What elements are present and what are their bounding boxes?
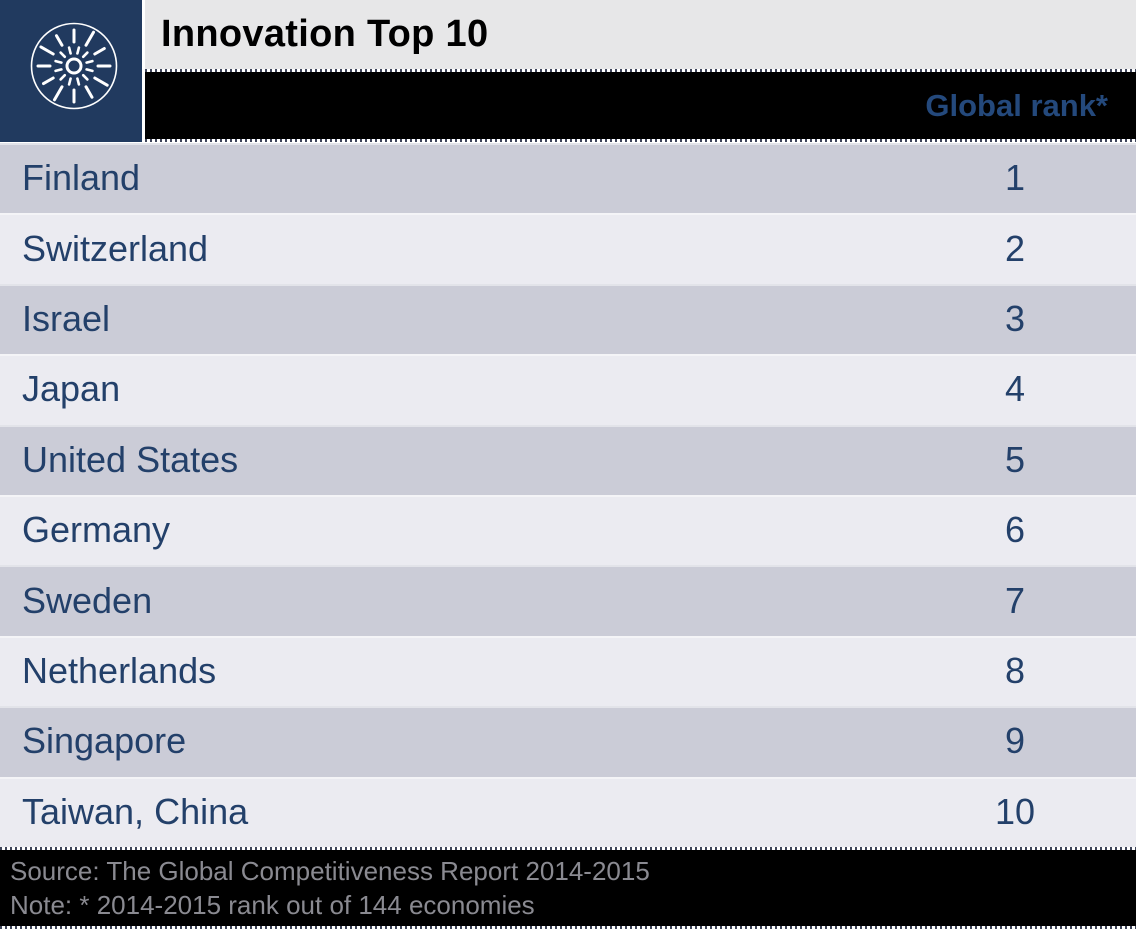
rank-value: 1 bbox=[1004, 157, 1026, 199]
country-label: Switzerland bbox=[22, 227, 209, 269]
table-row: Israel 3 bbox=[0, 283, 1136, 355]
rank-value: 10 bbox=[994, 790, 1036, 832]
rank-value: 8 bbox=[1004, 649, 1026, 691]
title-bar: Innovation Top 10 bbox=[145, 0, 1136, 69]
rank-value: 2 bbox=[1004, 227, 1026, 269]
ranking-table: Finland 1 Switzerland 2 Israel 3 Japan 4… bbox=[0, 143, 1136, 847]
country-label: Singapore bbox=[22, 720, 187, 762]
table-row: Germany 6 bbox=[0, 495, 1136, 566]
rank-value: 5 bbox=[1004, 438, 1026, 480]
table-row: Japan 4 bbox=[0, 354, 1136, 425]
spark-starburst-icon bbox=[30, 22, 118, 110]
column-header-bar: Global rank* bbox=[145, 72, 1136, 139]
divider-dotted-under-header bbox=[145, 139, 1136, 142]
table-row: Singapore 9 bbox=[0, 706, 1136, 777]
divider-dotted-above-footer bbox=[0, 847, 1136, 850]
source-text: Source: The Global Competitiveness Repor… bbox=[10, 855, 650, 886]
table-row: Taiwan, China 10 bbox=[0, 776, 1136, 847]
column-header-global-rank: Global rank* bbox=[925, 87, 1108, 123]
note-text: Note: * 2014-2015 rank out of 144 econom… bbox=[10, 889, 535, 920]
rank-value: 7 bbox=[1004, 579, 1026, 621]
table-row: Finland 1 bbox=[0, 143, 1136, 214]
table-row: Sweden 7 bbox=[0, 565, 1136, 636]
rank-value: 4 bbox=[1004, 368, 1026, 410]
divider-dotted-bottom bbox=[0, 926, 1136, 929]
country-label: Israel bbox=[22, 297, 111, 339]
country-label: Japan bbox=[22, 368, 121, 410]
country-label: Finland bbox=[22, 157, 141, 199]
rank-value: 9 bbox=[1004, 720, 1026, 762]
table-row: United States 5 bbox=[0, 424, 1136, 495]
table-row: Switzerland 2 bbox=[0, 213, 1136, 284]
footer-bar: Source: The Global Competitiveness Repor… bbox=[0, 850, 1136, 926]
rank-value: 3 bbox=[1004, 297, 1026, 339]
page-title: Innovation Top 10 bbox=[161, 13, 489, 55]
table-row: Netherlands 8 bbox=[0, 635, 1136, 707]
logo-square bbox=[0, 0, 142, 142]
country-label: Netherlands bbox=[22, 649, 217, 691]
country-label: Germany bbox=[22, 509, 171, 551]
country-label: United States bbox=[22, 438, 239, 480]
country-label: Taiwan, China bbox=[22, 790, 249, 832]
divider-dotted-top bbox=[145, 69, 1136, 72]
country-label: Sweden bbox=[22, 579, 153, 621]
rank-value: 6 bbox=[1004, 509, 1026, 551]
